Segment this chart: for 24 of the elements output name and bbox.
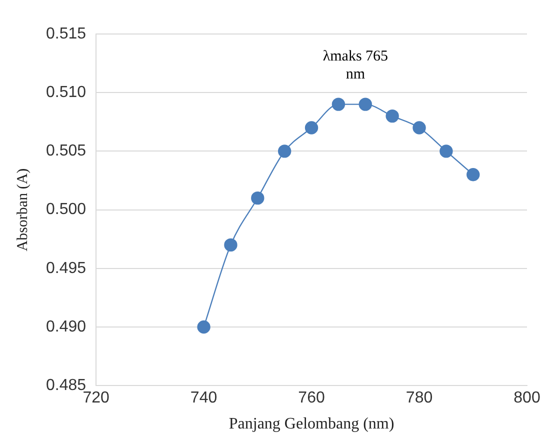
point (251, 191, 264, 205)
x-tick-label: 760 (298, 390, 325, 407)
point (358, 98, 372, 111)
y-axis-title: Absorban (A) (14, 168, 31, 252)
annotation: λmaks 765 nm (322, 48, 388, 82)
point (197, 320, 210, 334)
point (278, 144, 292, 158)
y-tick-label: 0.490 (46, 318, 86, 336)
point (224, 238, 238, 252)
y-tick-label: 0.505 (46, 142, 86, 160)
y-tick-label: 0.510 (46, 84, 86, 102)
point (412, 121, 426, 134)
point (466, 168, 480, 182)
point (332, 98, 346, 111)
y-tick-label: 0.495 (46, 260, 86, 277)
y-tick-label: 0.515 (46, 25, 86, 42)
point (440, 144, 453, 158)
point (304, 121, 318, 134)
x-tick-label: 800 (514, 390, 540, 407)
x-tick-label: 780 (406, 390, 433, 407)
x-tick-label: 740 (190, 390, 218, 407)
y-tick-label: 0.500 (46, 201, 86, 218)
x-axis-title: Panjang Gelombang (nm) (228, 416, 394, 433)
point (386, 109, 399, 123)
